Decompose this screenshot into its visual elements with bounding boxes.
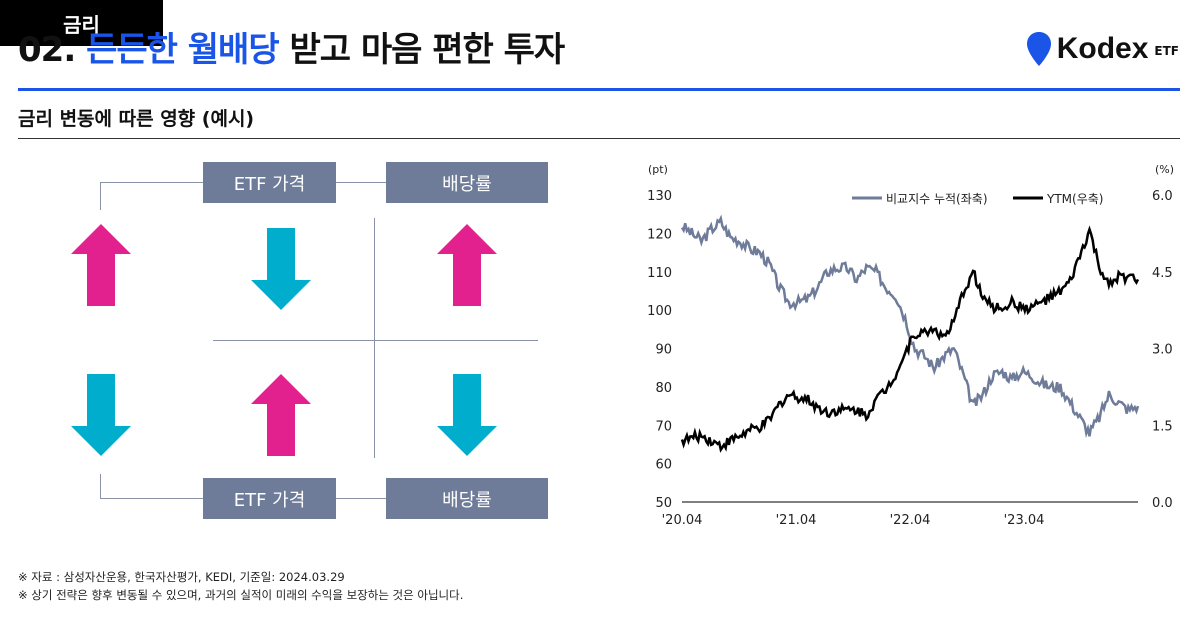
legend-label: YTM(우축)	[1046, 192, 1103, 206]
y-left-tick-label: 70	[655, 419, 672, 434]
header-divider	[18, 88, 1180, 91]
y-left-tick-label: 120	[647, 227, 672, 242]
y-left-tick-label: 100	[647, 304, 672, 319]
y-left-tick-label: 50	[655, 496, 672, 511]
title-highlight: 든든한 월배당	[86, 30, 280, 70]
footnote-source: ※ 자료 : 삼성자산운용, 한국자산평가, KEDI, 기준일: 2024.0…	[18, 570, 345, 584]
dividend-label-bottom: 배당률	[386, 478, 548, 519]
y-right-unit: (%)	[1155, 163, 1174, 176]
interest-rate-label: 금리	[0, 0, 163, 46]
x-tick-label: '20.04	[662, 513, 703, 528]
etf-price-label-bottom: ETF 가격	[203, 478, 336, 519]
series-line-ytm	[680, 225, 1140, 453]
page-title: 02. 든든한 월배당 받고 마음 편한 투자	[18, 30, 565, 70]
y-left-tick-label: 80	[655, 381, 672, 396]
x-tick-label: '22.04	[890, 513, 931, 528]
y-left-tick-label: 130	[647, 189, 672, 204]
x-tick-label: '23.04	[1004, 513, 1045, 528]
section-divider	[18, 138, 1180, 139]
y-right-tick-label: 3.0	[1152, 343, 1173, 358]
series-line-index	[680, 214, 1140, 439]
y-left-tick-label: 60	[655, 458, 672, 473]
y-right-tick-label: 1.5	[1152, 419, 1173, 434]
rate-chart: 50 60 70 80 90 100 110 120 130 0.0 1.5 3.0 4.5 6.0 '20…	[647, 163, 1174, 528]
section-subtitle: 금리 변동에 따른 영향 (예시)	[18, 108, 255, 130]
y-left-tick-label: 90	[655, 343, 672, 358]
x-tick-label: '21.04	[776, 513, 817, 528]
location-pin-icon	[1026, 32, 1051, 66]
kodex-logo: Kodex ETF	[1026, 32, 1179, 66]
etf-price-label-top: ETF 가격	[203, 162, 336, 203]
footnote-disclaimer: ※ 상기 전략은 향후 변동될 수 있으며, 과거의 실적이 미래의 수익을 보…	[18, 588, 464, 602]
y-right-tick-label: 0.0	[1152, 496, 1173, 511]
legend-label: 비교지수 누적(좌축)	[886, 192, 988, 206]
y-left-tick-label: 110	[647, 266, 672, 281]
y-left-unit: (pt)	[648, 163, 668, 176]
y-right-tick-label: 4.5	[1152, 266, 1173, 281]
footnotes: ※ 자료 : 삼성자산운용, 한국자산평가, KEDI, 기준일: 2024.0…	[18, 568, 463, 604]
dividend-label-top: 배당률	[386, 162, 548, 203]
y-right-tick-label: 6.0	[1152, 189, 1173, 204]
